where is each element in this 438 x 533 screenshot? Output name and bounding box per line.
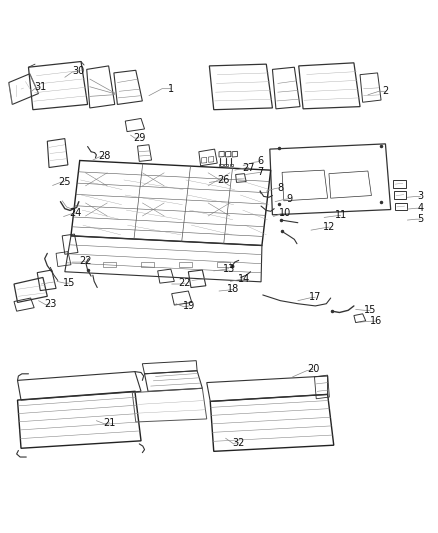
Text: 32: 32 bbox=[233, 438, 245, 448]
Text: 31: 31 bbox=[34, 82, 46, 92]
Text: 19: 19 bbox=[183, 301, 195, 311]
Text: 15: 15 bbox=[364, 305, 376, 316]
Text: 26: 26 bbox=[217, 175, 230, 185]
Text: 13: 13 bbox=[223, 264, 235, 273]
Text: 5: 5 bbox=[417, 214, 424, 224]
Text: 30: 30 bbox=[72, 66, 84, 76]
Text: 4: 4 bbox=[417, 203, 424, 213]
Text: 22: 22 bbox=[79, 256, 92, 266]
Text: 16: 16 bbox=[370, 316, 382, 326]
Text: 6: 6 bbox=[258, 156, 264, 166]
Text: 21: 21 bbox=[103, 418, 116, 428]
Text: 1: 1 bbox=[168, 84, 174, 94]
Text: 28: 28 bbox=[98, 151, 110, 161]
Text: 11: 11 bbox=[335, 210, 347, 220]
Text: 24: 24 bbox=[69, 208, 81, 218]
Text: 3: 3 bbox=[417, 191, 424, 201]
Text: 18: 18 bbox=[227, 284, 239, 294]
Text: 22: 22 bbox=[179, 278, 191, 288]
Text: 2: 2 bbox=[382, 86, 389, 96]
Text: 15: 15 bbox=[63, 278, 75, 288]
Text: 8: 8 bbox=[277, 183, 283, 192]
Text: 20: 20 bbox=[307, 365, 319, 374]
Text: 14: 14 bbox=[238, 274, 251, 284]
Text: 9: 9 bbox=[286, 193, 292, 204]
Text: 17: 17 bbox=[309, 292, 321, 302]
Text: 10: 10 bbox=[279, 208, 292, 218]
Text: 25: 25 bbox=[59, 176, 71, 187]
Text: 27: 27 bbox=[243, 163, 255, 173]
Text: 12: 12 bbox=[323, 222, 336, 232]
Text: 29: 29 bbox=[133, 133, 145, 143]
Text: 23: 23 bbox=[44, 298, 57, 309]
Text: 7: 7 bbox=[258, 167, 264, 177]
